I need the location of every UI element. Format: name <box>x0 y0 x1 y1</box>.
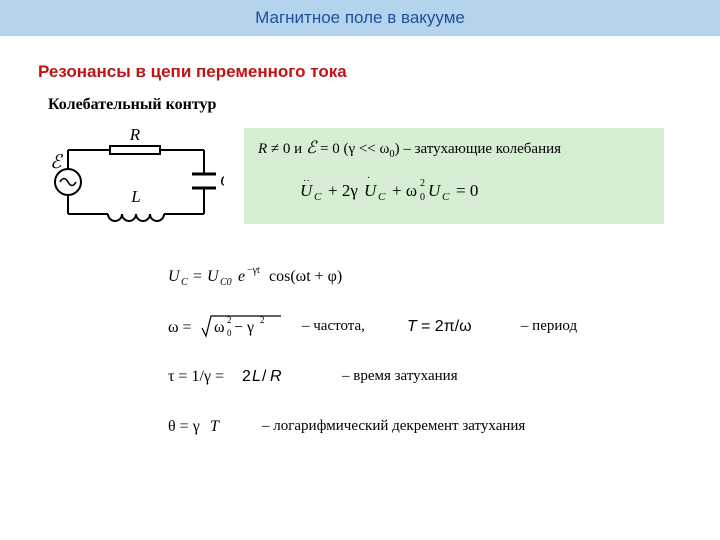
section-title: Резонансы в цепи переменного тока <box>38 62 720 82</box>
formulas-block: UC= UC0e−γtcos(ωt + φ) ω = ω02 − γ2 – ча… <box>168 262 720 440</box>
svg-text:ω: ω <box>214 319 225 336</box>
svg-text:T: T <box>210 418 220 435</box>
svg-text:2: 2 <box>420 178 425 189</box>
svg-text:θ = γ: θ = γ <box>168 418 200 435</box>
svg-text:U: U <box>168 268 181 285</box>
label-log-decrement: – логарифмический декремент затухания <box>262 418 525 435</box>
label-decay-time: – время затухания <box>342 368 458 385</box>
svg-text:−γt: −γt <box>247 265 260 276</box>
svg-text:C0: C0 <box>220 277 232 288</box>
svg-text:T: T <box>407 318 418 335</box>
page-banner: Магнитное поле в вакууме <box>0 0 720 36</box>
svg-text:L: L <box>252 368 261 385</box>
svg-text:=: = <box>193 268 202 285</box>
svg-text:U: U <box>364 181 378 200</box>
svg-text:τ = 1/γ =: τ = 1/γ = <box>168 368 224 385</box>
svg-text:2: 2 <box>260 315 265 325</box>
svg-text:C: C <box>314 191 322 203</box>
svg-text:U: U <box>300 181 314 200</box>
condition-box: R ≠ 0 и ℰ = 0 (γ << ω0) – затухающие кол… <box>244 128 664 224</box>
svg-text:U: U <box>207 268 220 285</box>
subtitle: Колебательный контур <box>48 96 720 114</box>
svg-text:e: e <box>238 268 245 285</box>
svg-text:− γ: − γ <box>234 319 254 336</box>
svg-text:R: R <box>270 368 282 385</box>
svg-text:ω =: ω = <box>168 319 192 336</box>
svg-text:0: 0 <box>420 192 425 203</box>
svg-text:U: U <box>428 181 442 200</box>
svg-text:+ ω: + ω <box>392 181 417 200</box>
formula-omega: ω = ω02 − γ2 – частота, T = 2π/ω – перио… <box>168 312 720 340</box>
svg-text:2: 2 <box>227 315 232 325</box>
svg-text:+ 2γ: + 2γ <box>328 181 358 200</box>
formula-tau: τ = 1/γ = 2L/R – время затухания <box>168 362 720 390</box>
svg-text:C: C <box>220 171 224 190</box>
circuit-diagram: RCLℰ <box>48 128 224 234</box>
svg-text:cos(ωt + φ): cos(ωt + φ) <box>269 268 342 285</box>
svg-text:= 2π/ω: = 2π/ω <box>421 318 472 335</box>
formula-theta: θ = γ T – логарифмический декремент затух… <box>168 412 720 440</box>
formula-uc: UC= UC0e−γtcos(ωt + φ) <box>168 262 720 290</box>
svg-text:0: 0 <box>227 328 232 338</box>
svg-text:L: L <box>130 187 140 206</box>
banner-text: Магнитное поле в вакууме <box>255 8 465 28</box>
label-frequency: – частота, <box>302 318 365 335</box>
condition-text: R ≠ 0 и ℰ = 0 (γ << ω0) – затухающие кол… <box>258 138 650 160</box>
svg-text:C: C <box>442 191 450 203</box>
content-row-1: RCLℰ R ≠ 0 и ℰ = 0 (γ << ω0) – затухающи… <box>48 128 720 234</box>
svg-text:2: 2 <box>242 368 251 385</box>
diff-equation: ‥UC+ 2γ·UC+ ω02UC= 0 <box>298 172 518 206</box>
svg-text:C: C <box>181 277 188 288</box>
svg-text:C: C <box>378 191 386 203</box>
svg-text:= 0: = 0 <box>456 181 478 200</box>
svg-text:/: / <box>262 368 267 385</box>
label-period: – период <box>521 318 577 335</box>
svg-text:R: R <box>129 128 141 144</box>
